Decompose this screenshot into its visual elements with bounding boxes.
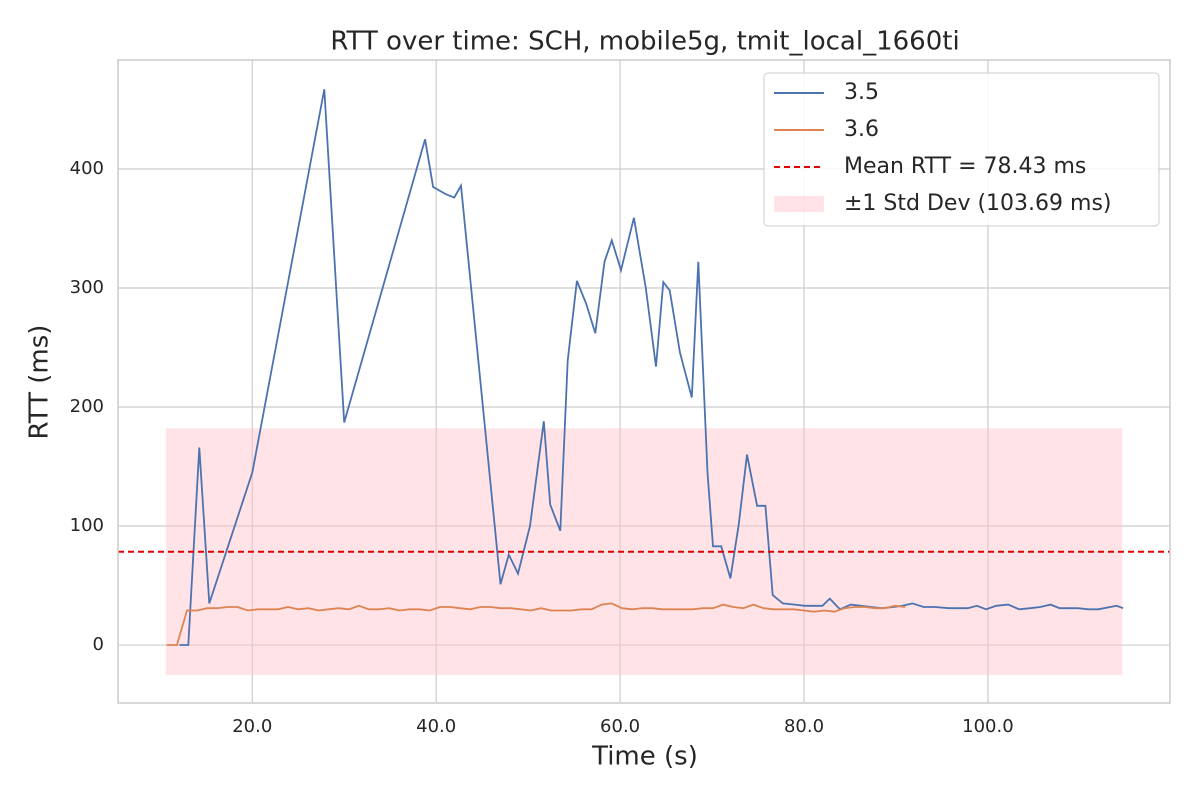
y-tick-label: 300 [70,277,104,298]
x-axis-title: Time (s) [591,742,698,772]
series-line [179,89,1124,646]
x-tick-label: 40.0 [416,716,456,737]
legend-swatch [774,196,824,212]
y-tick-label: 200 [70,396,104,417]
legend-box [763,72,1160,227]
x-tick-label: 100.0 [962,716,1014,737]
x-tick-label: 20.0 [232,716,272,737]
x-tick-label: 80.0 [784,716,824,737]
plot-frame [117,59,1171,704]
chart-title: RTT over time: SCH, mobile5g, tmit_local… [330,27,959,57]
legend-label: Mean RTT = 78.43 ms [844,154,1086,179]
y-tick-label: 400 [70,158,104,179]
legend-label: 3.5 [844,80,879,105]
plot-area: 20.0 40.0 60.0 80.0 100.0 0 100 200 300 400 [70,59,1171,737]
legend-label: ±1 Std Dev (103.69 ms) [844,191,1112,216]
legend-label: 3.6 [844,117,879,142]
y-axis-title: RTT (ms) [25,325,55,440]
y-tick-label: 0 [93,634,104,655]
x-tick-label: 60.0 [600,716,640,737]
legend: 3.5 3.6 Mean RTT = 78.43 ms ±1 Std Dev (103… [763,72,1160,227]
series-line [166,602,906,646]
y-tick-label: 100 [70,515,104,536]
